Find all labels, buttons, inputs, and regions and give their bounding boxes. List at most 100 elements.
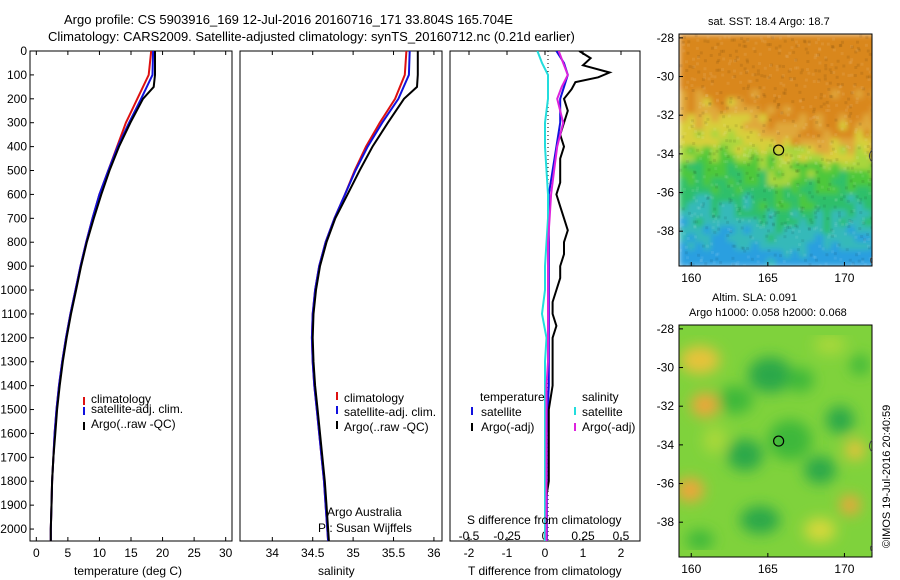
sst-speckle bbox=[771, 158, 775, 162]
sst-cell bbox=[815, 242, 824, 251]
sst-cell bbox=[679, 58, 688, 67]
sst-speckle bbox=[718, 37, 722, 41]
sst-cell bbox=[695, 82, 704, 91]
sst-cell bbox=[759, 226, 768, 235]
sst-speckle bbox=[848, 114, 852, 118]
sst-cell bbox=[743, 50, 752, 59]
sst-speckle bbox=[846, 105, 850, 109]
sst-cell bbox=[839, 226, 848, 235]
sst-speckle bbox=[814, 205, 818, 209]
sst-cell bbox=[759, 186, 768, 195]
sst-speckle bbox=[851, 175, 855, 179]
sst-cell bbox=[679, 202, 688, 211]
sst-speckle bbox=[704, 121, 708, 125]
sst-speckle bbox=[779, 81, 783, 85]
sst-cell bbox=[719, 34, 728, 43]
map-lat-label: -34 bbox=[657, 147, 675, 161]
sst-map-title: sat. SST: 18.4 Argo: 18.7 bbox=[708, 16, 830, 28]
sst-cell bbox=[839, 82, 848, 91]
temperature-tick-label: 20 bbox=[156, 546, 170, 560]
sst-speckle bbox=[822, 204, 826, 208]
sst-cell bbox=[711, 130, 720, 139]
sst-cell bbox=[807, 250, 816, 259]
sst-speckle bbox=[714, 217, 718, 221]
sst-speckle bbox=[708, 102, 712, 106]
depth-tick-label: 1200 bbox=[0, 331, 27, 345]
sst-speckle bbox=[787, 158, 791, 162]
sst-speckle bbox=[738, 43, 742, 47]
sst-cell bbox=[695, 250, 704, 259]
sst-cell bbox=[695, 58, 704, 67]
sst-cell bbox=[735, 226, 744, 235]
legend-label-s-satellite: satellite bbox=[582, 405, 623, 419]
sst-cell bbox=[775, 90, 784, 99]
sst-cell bbox=[799, 202, 808, 211]
sst-cell bbox=[775, 250, 784, 259]
sst-cell bbox=[823, 58, 832, 67]
sst-speckle bbox=[848, 258, 852, 262]
sst-cell bbox=[807, 34, 816, 43]
sst-speckle bbox=[855, 97, 859, 101]
sst-speckle bbox=[733, 59, 737, 63]
sst-cell bbox=[711, 186, 720, 195]
sst-cell bbox=[727, 50, 736, 59]
sst-speckle bbox=[751, 144, 755, 148]
sst-speckle bbox=[686, 51, 690, 55]
sst-cell bbox=[695, 202, 704, 211]
sst-speckle bbox=[721, 204, 725, 208]
sst-speckle bbox=[800, 209, 804, 213]
sst-cell bbox=[743, 146, 752, 155]
sst-speckle bbox=[699, 259, 703, 263]
sst-cell bbox=[775, 202, 784, 211]
sst-speckle bbox=[726, 81, 730, 85]
sst-speckle bbox=[781, 158, 785, 162]
sst-speckle bbox=[712, 152, 716, 156]
sst-speckle bbox=[694, 129, 698, 133]
sst-cell bbox=[679, 234, 688, 243]
sst-cell bbox=[703, 194, 712, 203]
sst-cell bbox=[847, 138, 856, 147]
sst-cell bbox=[719, 122, 728, 131]
sst-speckle bbox=[809, 218, 813, 222]
sst-speckle bbox=[712, 261, 716, 265]
sst-speckle bbox=[870, 133, 872, 137]
sst-speckle bbox=[715, 92, 719, 96]
sst-speckle bbox=[717, 58, 721, 62]
sst-cell bbox=[767, 138, 776, 147]
sst-speckle bbox=[861, 220, 865, 224]
sst-speckle bbox=[824, 67, 828, 71]
sst-cell bbox=[759, 258, 768, 266]
sst-cell bbox=[783, 178, 792, 187]
sst-cell bbox=[743, 242, 752, 251]
sst-speckle bbox=[802, 39, 806, 43]
sst-speckle bbox=[682, 49, 686, 53]
sst-cell bbox=[719, 74, 728, 83]
sst-cell bbox=[727, 234, 736, 243]
sst-cell bbox=[823, 234, 832, 243]
legend-title-salinity: salinity bbox=[582, 390, 619, 404]
sst-cell bbox=[815, 50, 824, 59]
sst-speckle bbox=[746, 84, 750, 88]
sst-cell bbox=[855, 210, 864, 219]
sla-map-title-2: Argo h1000: 0.058 h2000: 0.068 bbox=[689, 307, 847, 319]
sst-speckle bbox=[768, 64, 772, 68]
sst-speckle bbox=[691, 189, 695, 193]
sst-speckle bbox=[803, 40, 807, 44]
map-lat-label: -34 bbox=[657, 438, 675, 452]
sst-speckle bbox=[798, 243, 802, 247]
sst-cell bbox=[703, 74, 712, 83]
sst-cell bbox=[687, 154, 696, 163]
sst-speckle bbox=[725, 145, 729, 149]
sst-cell bbox=[759, 122, 768, 131]
sst-cell bbox=[839, 98, 848, 107]
series-climatology bbox=[310, 51, 408, 541]
sst-cell bbox=[783, 98, 792, 107]
sst-speckle bbox=[852, 162, 856, 166]
sst-speckle bbox=[715, 183, 719, 187]
sst-cell bbox=[759, 66, 768, 75]
sst-cell bbox=[815, 114, 824, 123]
sst-speckle bbox=[773, 239, 777, 243]
sst-speckle bbox=[828, 94, 832, 98]
sst-cell bbox=[727, 98, 736, 107]
sst-speckle bbox=[789, 224, 793, 228]
